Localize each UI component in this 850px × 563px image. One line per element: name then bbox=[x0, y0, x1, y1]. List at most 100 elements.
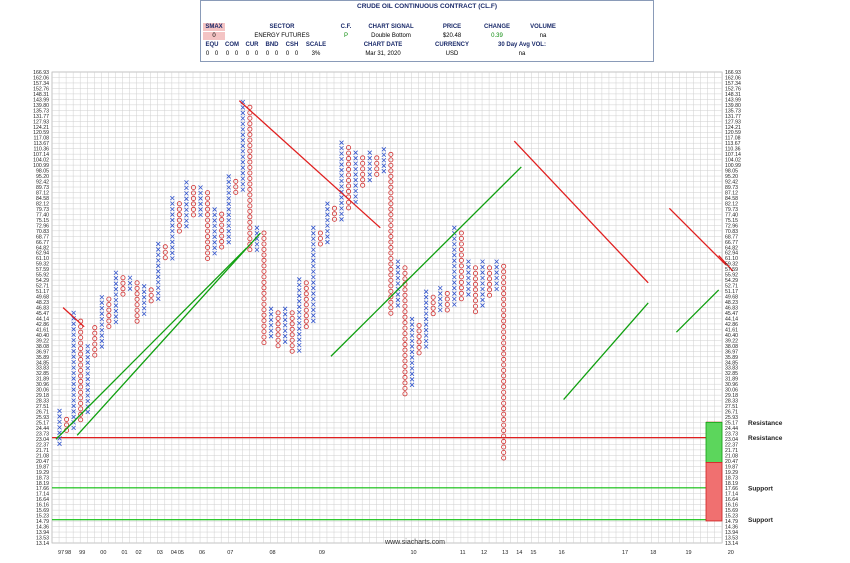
y-tick-label: 157.34 bbox=[725, 81, 741, 87]
o-box bbox=[106, 318, 112, 324]
o-column bbox=[374, 155, 380, 177]
o-box bbox=[205, 239, 211, 245]
y-tick-label: 14.36 bbox=[725, 525, 738, 531]
x-box bbox=[170, 223, 175, 228]
x-box bbox=[325, 212, 330, 217]
o-box bbox=[388, 157, 394, 163]
resistance-label: Resistance bbox=[748, 435, 783, 442]
y-tick-label: 13.53 bbox=[725, 536, 738, 542]
y-tick-label: 20.47 bbox=[36, 459, 49, 465]
o-box bbox=[388, 190, 394, 196]
o-box bbox=[402, 270, 408, 276]
o-column bbox=[120, 275, 126, 297]
o-box bbox=[402, 336, 408, 342]
x-box bbox=[409, 377, 415, 382]
x-box bbox=[198, 212, 203, 218]
y-tick-label: 66.77 bbox=[725, 240, 738, 246]
o-box bbox=[275, 332, 281, 338]
y-tick-label: 48.23 bbox=[36, 300, 49, 306]
x-box bbox=[452, 247, 457, 253]
o-column bbox=[303, 280, 309, 330]
signal-label: CHART SIGNAL bbox=[368, 24, 414, 30]
o-box bbox=[261, 279, 267, 285]
sector-label: SECTOR bbox=[269, 24, 295, 30]
o-box bbox=[289, 310, 295, 316]
o-box bbox=[360, 182, 366, 188]
zero-value: 0 bbox=[294, 51, 299, 57]
x-column bbox=[226, 174, 232, 245]
o-box bbox=[261, 323, 267, 329]
o-box bbox=[402, 276, 408, 282]
x-column bbox=[296, 277, 302, 353]
x-box bbox=[296, 288, 302, 293]
x-box bbox=[155, 263, 161, 269]
y-tick-label: 54.29 bbox=[725, 278, 738, 284]
o-box bbox=[501, 307, 507, 313]
o-box bbox=[501, 395, 507, 401]
red-trend-line bbox=[238, 100, 381, 229]
x-column bbox=[113, 270, 119, 325]
o-box bbox=[388, 255, 394, 261]
x-box bbox=[480, 281, 485, 286]
x-box bbox=[367, 172, 373, 177]
o-box bbox=[501, 345, 507, 351]
x-tick-label: 18 bbox=[650, 550, 656, 556]
o-column bbox=[162, 244, 168, 261]
x-box bbox=[240, 154, 246, 160]
o-box bbox=[444, 296, 450, 302]
o-box bbox=[317, 236, 323, 242]
x-column bbox=[254, 225, 260, 253]
o-box bbox=[134, 296, 140, 302]
o-box bbox=[78, 367, 84, 373]
x-box bbox=[226, 223, 232, 229]
o-box bbox=[402, 369, 408, 375]
x-column bbox=[423, 289, 429, 349]
y-tick-label: 131.77 bbox=[33, 114, 49, 120]
x-box bbox=[494, 286, 499, 292]
y-tick-label: 95.20 bbox=[36, 174, 49, 180]
x-box bbox=[452, 258, 457, 263]
price-label: PRICE bbox=[442, 24, 462, 30]
x-box bbox=[466, 259, 471, 264]
x-box bbox=[99, 305, 105, 311]
o-box bbox=[303, 285, 309, 291]
y-tick-label: 139.80 bbox=[33, 103, 49, 109]
x-tick-label: 16 bbox=[559, 550, 565, 556]
chart-title: CRUDE OIL CONTINUOUS CONTRACT (CL.F) bbox=[357, 3, 497, 10]
y-tick-label: 120.59 bbox=[725, 130, 741, 136]
x-box bbox=[282, 339, 288, 344]
x-box bbox=[282, 322, 288, 328]
x-box bbox=[240, 110, 246, 116]
o-box bbox=[402, 380, 408, 386]
green-trend-line bbox=[76, 232, 261, 436]
x-box bbox=[170, 201, 175, 206]
x-column bbox=[437, 285, 443, 313]
o-box bbox=[444, 301, 450, 307]
x-box bbox=[240, 165, 246, 170]
y-tick-label: 59.32 bbox=[725, 262, 738, 268]
y-tick-label: 68.77 bbox=[725, 234, 738, 240]
x-box bbox=[423, 327, 429, 333]
x-box bbox=[452, 236, 457, 242]
y-tick-label: 57.59 bbox=[36, 267, 49, 273]
o-box bbox=[190, 190, 196, 196]
o-box bbox=[331, 211, 337, 217]
x-box bbox=[113, 308, 119, 314]
x-box bbox=[85, 382, 91, 387]
o-box bbox=[78, 411, 84, 417]
y-tick-label: 82.12 bbox=[36, 201, 49, 207]
o-box bbox=[388, 162, 394, 168]
x-box bbox=[71, 337, 76, 343]
x-box bbox=[71, 354, 76, 359]
x-box bbox=[480, 303, 485, 308]
x-box bbox=[212, 218, 217, 223]
y-tick-label: 70.83 bbox=[725, 229, 738, 235]
com-label: COM bbox=[225, 42, 239, 48]
o-box bbox=[458, 236, 464, 242]
date-value: Mar 31, 2020 bbox=[365, 51, 401, 57]
x-box bbox=[325, 201, 330, 206]
o-box bbox=[78, 417, 84, 423]
o-box bbox=[346, 177, 352, 183]
o-box bbox=[78, 351, 84, 357]
x-box bbox=[296, 348, 302, 353]
